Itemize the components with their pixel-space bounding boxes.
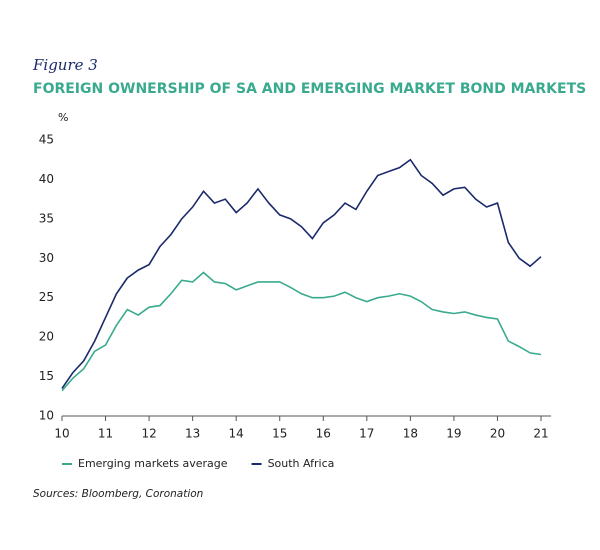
x-tick-label: 13 [185, 427, 200, 441]
series-line [61, 158, 542, 389]
y-tick-label: 35 [39, 211, 54, 225]
x-tick-label: 21 [533, 427, 548, 441]
legend-label: Emerging markets average [78, 457, 228, 470]
legend-label: South Africa [268, 457, 335, 470]
x-tick-label: 14 [229, 427, 244, 441]
x-tick-label: 20 [490, 427, 505, 441]
x-tick-label: 17 [359, 427, 374, 441]
chart-title: FOREIGN OWNERSHIP OF SA AND EMERGING MAR… [33, 81, 586, 97]
y-tick-label: 45 [39, 133, 54, 147]
y-tick-label: 30 [39, 251, 54, 265]
x-tick-label: 11 [98, 427, 113, 441]
y-tick-label: 25 [39, 290, 54, 304]
x-tick-label: 10 [54, 427, 69, 441]
figure-label: Figure 3 [32, 56, 98, 74]
x-tick-label: 12 [141, 427, 156, 441]
y-tick-label: 15 [39, 369, 54, 383]
y-axis-label: % [58, 111, 68, 124]
series-line [61, 271, 542, 392]
x-tick-label: 16 [316, 427, 331, 441]
x-tick-label: 18 [403, 427, 418, 441]
y-tick-label: 20 [39, 330, 54, 344]
y-tick-label: 10 [39, 409, 54, 423]
source: Sources: Bloomberg, Coronation [33, 488, 203, 500]
y-tick-label: 40 [39, 172, 54, 186]
x-tick-label: 19 [446, 427, 461, 441]
x-tick-label: 15 [272, 427, 287, 441]
